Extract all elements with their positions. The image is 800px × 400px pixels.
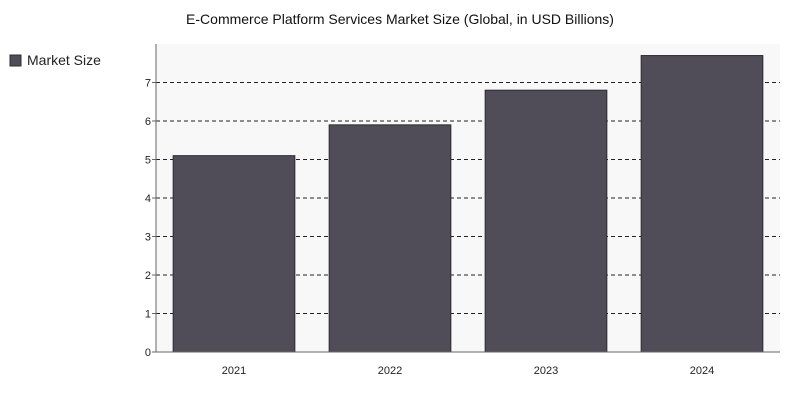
legend-label-market-size: Market Size [27,52,101,68]
y-tick-label: 3 [145,232,151,244]
x-tick-label: 2022 [378,365,402,377]
y-tick-label: 0 [145,347,151,359]
y-tick-label: 1 [145,309,151,321]
bar-2022 [328,124,452,353]
x-tick-label: 2023 [534,365,558,377]
chart-title: E-Commerce Platform Services Market Size… [186,11,614,27]
y-tick-label: 6 [145,116,151,128]
bar-2021 [172,155,296,353]
bar-2023 [484,89,608,353]
legend: Market Size [9,52,101,68]
y-tick-label: 4 [145,193,151,205]
legend-swatch-market-size [9,54,22,67]
y-axis-ticks: 0 1 2 3 4 5 6 7 [145,78,156,359]
y-tick-label: 2 [145,270,151,282]
bar-2024 [640,55,764,353]
x-tick-label: 2024 [690,365,714,377]
y-tick-label: 5 [145,155,151,167]
x-tick-label: 2021 [222,365,246,377]
x-axis-ticks: 2021 2022 2023 2024 [222,365,714,377]
y-tick-label: 7 [145,78,151,90]
bars [172,55,764,353]
